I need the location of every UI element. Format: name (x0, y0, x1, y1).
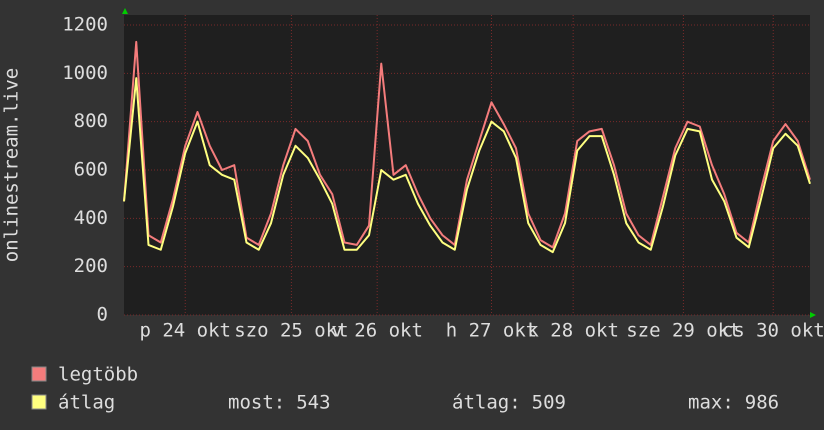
axis-arrow (122, 8, 128, 14)
y-tick-label: 600 (74, 159, 108, 181)
legend-swatch (31, 366, 47, 382)
x-tick-label: v 26 okt (331, 320, 423, 342)
x-tick-label: h 27 okt (446, 320, 538, 342)
y-tick-label: 0 (97, 304, 108, 326)
y-axis-label: onlinestream.live (1, 68, 23, 262)
series-line (123, 40, 811, 249)
x-tick-label: sze 29 okt (626, 320, 740, 342)
y-tick-label: 400 (74, 207, 108, 229)
y-tick-label: 1000 (62, 62, 108, 84)
stat-value: 986 (745, 392, 779, 414)
stat-value: 509 (532, 392, 566, 414)
x-tick-label: cs 30 okt (722, 320, 824, 342)
stat-label: most: (228, 392, 285, 414)
x-tick-label: k 28 okt (527, 320, 619, 342)
legend-swatch (31, 394, 47, 410)
stat-label: max: (688, 392, 734, 414)
y-tick-label: 800 (74, 110, 108, 132)
stat-value: 543 (296, 392, 330, 414)
axis-arrow (810, 312, 816, 318)
y-tick-label: 200 (74, 255, 108, 277)
stat-label: átlag: (452, 392, 521, 414)
series-line (123, 77, 811, 254)
legend-label: legtöbb (58, 364, 138, 386)
y-tick-label: 1200 (62, 14, 108, 36)
x-tick-label: p 24 okt (139, 320, 231, 342)
x-tick-label: szo 25 okt (234, 320, 348, 342)
plot-area (124, 15, 810, 315)
legend-label: átlag (58, 392, 115, 414)
